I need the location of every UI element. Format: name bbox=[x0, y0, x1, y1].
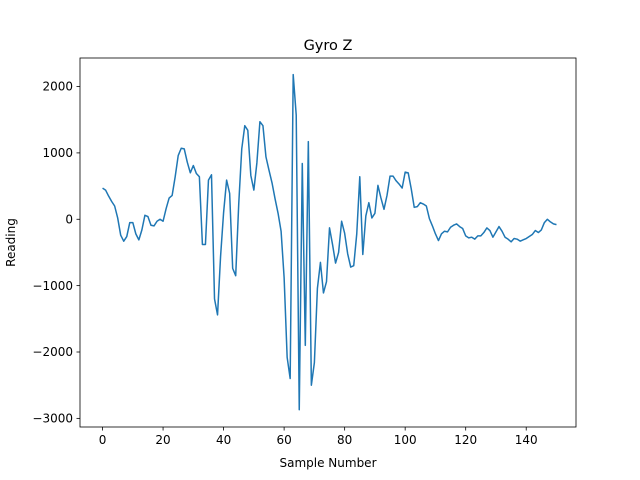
y-tick-label: 0 bbox=[65, 212, 73, 226]
y-tick-label: −2000 bbox=[32, 345, 73, 359]
plot-frame bbox=[79, 57, 577, 428]
y-tick-label: 1000 bbox=[42, 146, 73, 160]
x-axis: 0 20 40 60 80 100 120 140 bbox=[99, 427, 538, 447]
x-axis-label: Sample Number bbox=[279, 456, 376, 470]
series-line-0 bbox=[102, 73, 557, 411]
x-tick-label: 20 bbox=[155, 433, 170, 447]
chart-title: Gyro Z bbox=[304, 38, 353, 54]
x-tick-label: 120 bbox=[454, 433, 477, 447]
y-tick-label: −1000 bbox=[32, 279, 73, 293]
x-tick-label: 60 bbox=[276, 433, 291, 447]
x-tick-label: 100 bbox=[394, 433, 417, 447]
y-axis: −3000 −2000 −1000 0 1000 2000 bbox=[32, 80, 80, 426]
data-marks bbox=[102, 73, 557, 411]
x-tick-label: 0 bbox=[99, 433, 107, 447]
x-tick-label: 140 bbox=[515, 433, 538, 447]
x-tick-label: 40 bbox=[216, 433, 231, 447]
y-axis-label: Reading bbox=[4, 218, 18, 267]
y-tick-label: 2000 bbox=[42, 80, 73, 94]
x-tick-label: 80 bbox=[337, 433, 352, 447]
y-tick-label: −3000 bbox=[32, 412, 73, 426]
